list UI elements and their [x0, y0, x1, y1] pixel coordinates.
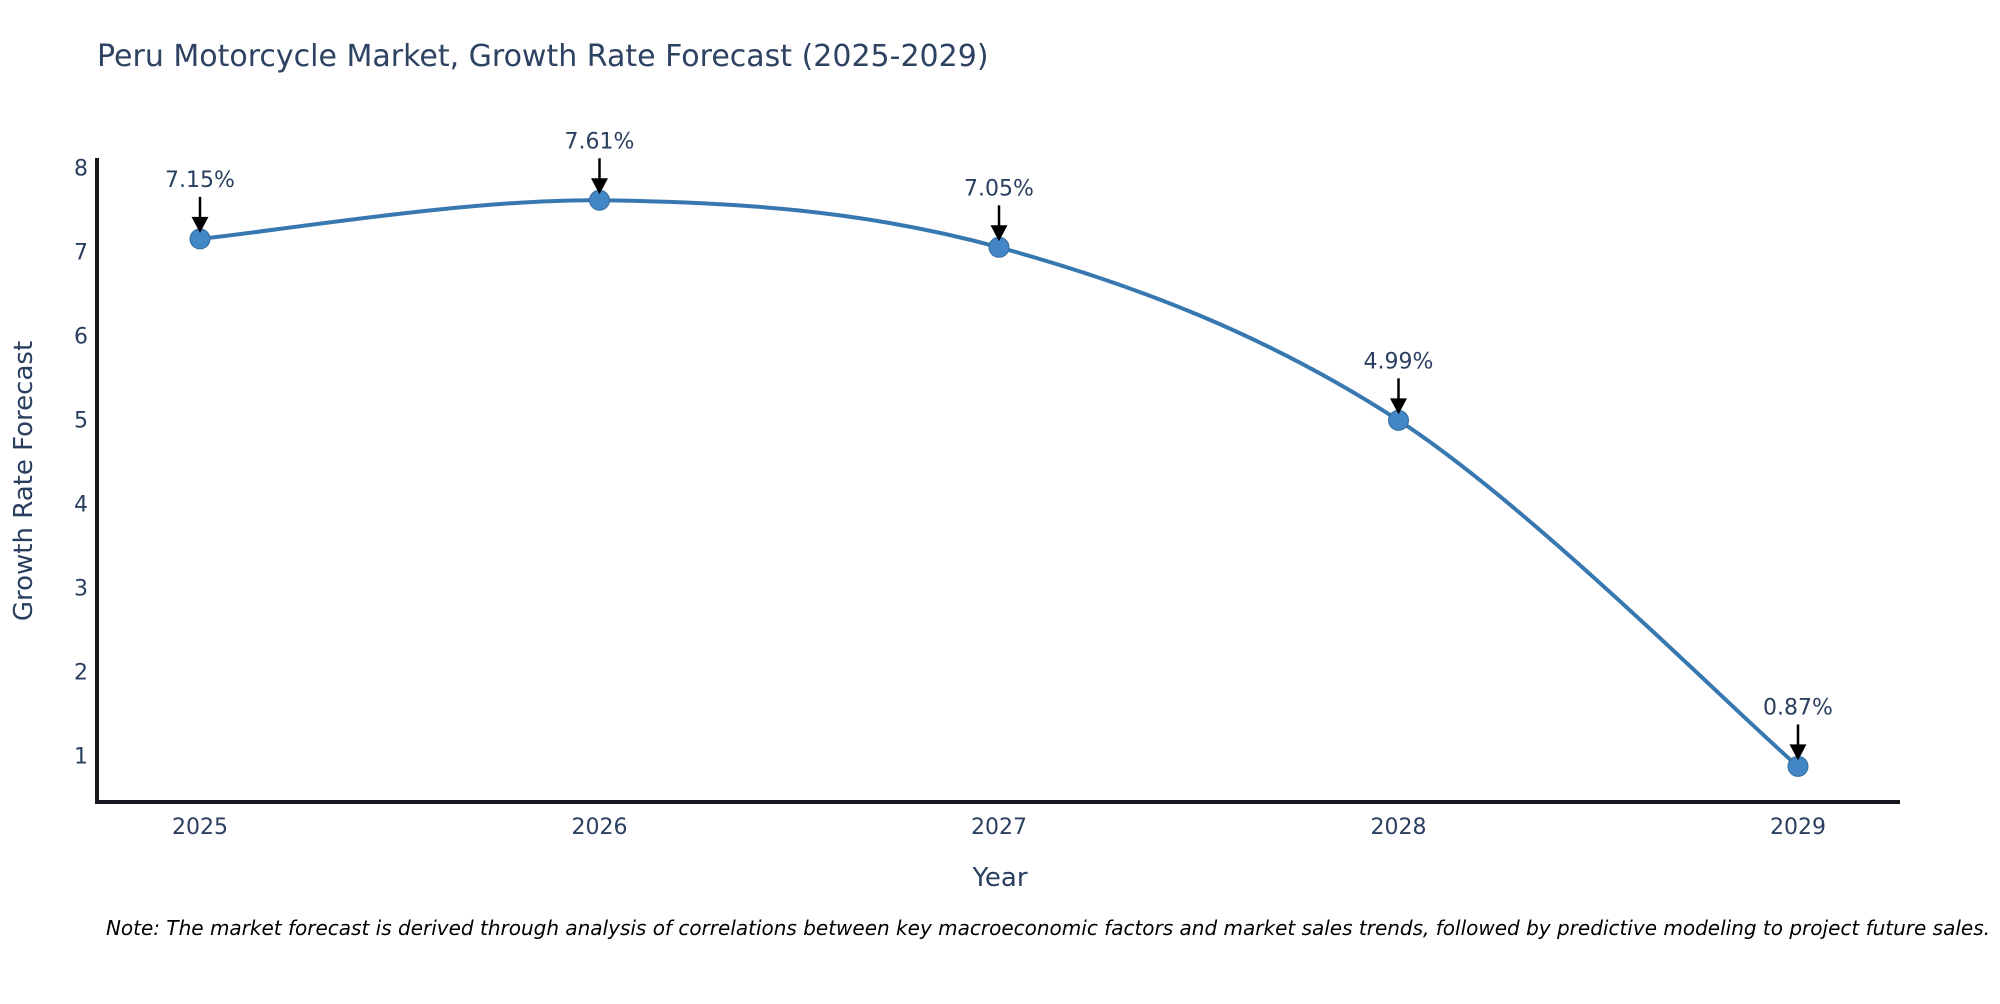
- forecast-line: [198, 198, 1800, 769]
- x-tick-label: 2028: [1371, 815, 1427, 840]
- y-axis-ticks: 1 2 3 4 5 6 7 8: [74, 157, 88, 770]
- y-tick-label: 8: [74, 157, 88, 182]
- annotation-arrowhead-icon: [1390, 398, 1407, 415]
- annotation-arrowhead-icon: [1789, 744, 1807, 761]
- y-tick-label: 4: [74, 493, 88, 518]
- y-tick-label: 7: [74, 241, 88, 266]
- x-axis-title: Year: [971, 863, 1027, 893]
- x-tick-label: 2026: [572, 815, 628, 840]
- point-annotation: 7.61%: [565, 129, 635, 195]
- y-tick-label: 6: [74, 325, 88, 350]
- x-tick-label: 2027: [971, 815, 1027, 840]
- chart-title: Peru Motorcycle Market, Growth Rate Fore…: [97, 39, 989, 74]
- note-text: Note: The market forecast is derived thr…: [106, 916, 1990, 940]
- point-annotation: 0.87%: [1763, 695, 1833, 761]
- y-axis-title: Growth Rate Forecast: [9, 341, 39, 621]
- x-axis-ticks: 2025 2026 2027 2028 2029: [172, 815, 1826, 840]
- point-value-label: 7.15%: [165, 168, 235, 193]
- point-value-label: 4.99%: [1364, 349, 1434, 374]
- y-tick-label: 5: [74, 409, 88, 434]
- data-point-markers: [189, 189, 1809, 777]
- annotation-arrowhead-icon: [191, 216, 209, 233]
- point-annotations: 7.15% 7.61% 7.05% 4.99% 0.87%: [165, 129, 1833, 761]
- y-tick-label: 3: [74, 577, 88, 602]
- point-value-label: 7.05%: [964, 176, 1034, 201]
- annotation-arrowhead-icon: [990, 225, 1008, 242]
- x-tick-label: 2029: [1770, 815, 1826, 840]
- y-tick-label: 1: [74, 745, 88, 770]
- y-tick-label: 2: [74, 661, 88, 686]
- point-value-label: 7.61%: [565, 129, 635, 154]
- point-annotation: 4.99%: [1364, 349, 1434, 415]
- point-annotation: 7.05%: [964, 176, 1034, 242]
- annotation-arrowhead-icon: [591, 178, 608, 195]
- point-value-label: 0.87%: [1763, 695, 1833, 720]
- point-annotation: 7.15%: [165, 168, 235, 233]
- series-line: [198, 198, 1800, 769]
- x-tick-label: 2025: [172, 815, 228, 840]
